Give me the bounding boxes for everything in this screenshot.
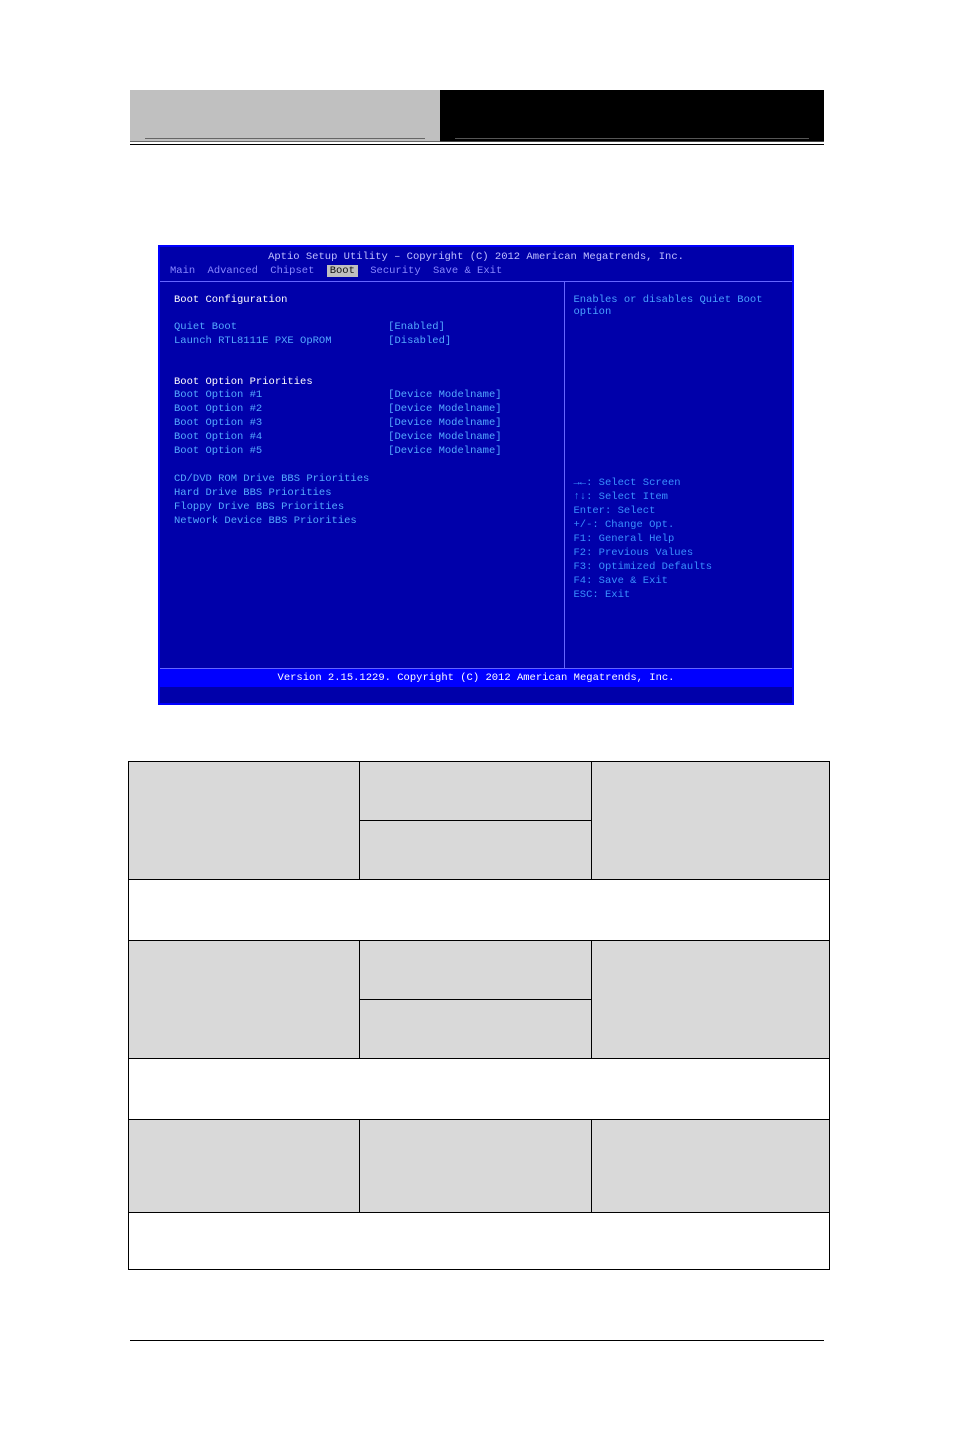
bios-key-line: →←: Select Screen [573, 476, 712, 490]
bios-row-boot-option[interactable]: Boot Option #2 [Device Modelname] [174, 402, 556, 416]
bios-value: [Device Modelname] [388, 402, 501, 416]
bios-screenshot: Aptio Setup Utility – Copyright (C) 2012… [158, 245, 794, 705]
bios-tab-boot[interactable]: Boot [327, 265, 358, 277]
table-cell [592, 762, 829, 834]
options-table [128, 761, 830, 1270]
bios-label: Boot Option #3 [174, 416, 388, 430]
bios-menu-bar: Main Advanced Chipset Boot Security Save… [160, 263, 792, 281]
bios-key-line: F4: Save & Exit [573, 574, 712, 588]
bios-key-line: F2: Previous Values [573, 546, 712, 560]
bios-key-line: F1: General Help [573, 532, 712, 546]
bios-title: Aptio Setup Utility – Copyright (C) 2012… [160, 247, 792, 263]
bios-row-boot-option[interactable]: Boot Option #5 [Device Modelname] [174, 444, 556, 458]
bios-key-line: Enter: Select [573, 504, 712, 518]
bios-label: Network Device BBS Priorities [174, 514, 388, 528]
bios-section-boot-config: Boot Configuration [174, 294, 556, 306]
bios-label: Boot Option #4 [174, 430, 388, 444]
bios-key-line: ESC: Exit [573, 588, 712, 602]
bios-tab-security[interactable]: Security [370, 265, 420, 277]
table-cell [129, 1059, 829, 1119]
table-cell [592, 941, 829, 1013]
bios-value: [Device Modelname] [388, 444, 501, 458]
bios-label: Floppy Drive BBS Priorities [174, 500, 388, 514]
header-right-box [440, 90, 824, 142]
bios-key-line: F3: Optimized Defaults [573, 560, 712, 574]
page-header [130, 90, 824, 145]
bios-value: [Device Modelname] [388, 430, 501, 444]
bios-row-boot-option[interactable]: Boot Option #4 [Device Modelname] [174, 430, 556, 444]
bios-sub-floppy[interactable]: Floppy Drive BBS Priorities [174, 500, 556, 514]
table-cell [129, 941, 359, 1013]
bios-key-legend: →←: Select Screen ↑↓: Select Item Enter:… [573, 476, 712, 602]
bios-sub-cddvd[interactable]: CD/DVD ROM Drive BBS Priorities [174, 472, 556, 486]
bios-help-text: Enables or disables Quiet Boot option [573, 294, 784, 318]
bios-value: [Device Modelname] [388, 416, 501, 430]
bios-section-boot-priorities: Boot Option Priorities [174, 376, 556, 388]
table-cell [360, 1120, 590, 1212]
bios-value: [Enabled] [388, 320, 445, 334]
bios-right-panel: Enables or disables Quiet Boot option →←… [564, 282, 792, 668]
bios-row-pxe-oprom[interactable]: Launch RTL8111E PXE OpROM [Disabled] [174, 334, 556, 348]
bios-sub-network[interactable]: Network Device BBS Priorities [174, 514, 556, 528]
bios-key-line: +/-: Change Opt. [573, 518, 712, 532]
bios-label: Boot Option #1 [174, 388, 388, 402]
bios-value: [Device Modelname] [388, 388, 501, 402]
bios-footer: Version 2.15.1229. Copyright (C) 2012 Am… [160, 668, 792, 687]
table-cell [360, 762, 590, 820]
table-cell [129, 1120, 359, 1212]
bios-row-boot-option[interactable]: Boot Option #1 [Device Modelname] [174, 388, 556, 402]
bios-label: Hard Drive BBS Priorities [174, 486, 388, 500]
bios-label: Boot Option #5 [174, 444, 388, 458]
bios-row-quiet-boot[interactable]: Quiet Boot [Enabled] [174, 320, 556, 334]
bios-label: Quiet Boot [174, 320, 388, 334]
table-cell [129, 880, 829, 940]
table-cell [360, 821, 590, 879]
header-left-box [130, 90, 440, 142]
table-cell [592, 1120, 829, 1212]
bios-row-boot-option[interactable]: Boot Option #3 [Device Modelname] [174, 416, 556, 430]
table-cell [129, 1213, 829, 1269]
bios-label: CD/DVD ROM Drive BBS Priorities [174, 472, 388, 486]
bios-tab-main[interactable]: Main [170, 265, 195, 277]
bios-sub-hdd[interactable]: Hard Drive BBS Priorities [174, 486, 556, 500]
bios-label: Boot Option #2 [174, 402, 388, 416]
table-cell [360, 1000, 590, 1058]
bios-tab-advanced[interactable]: Advanced [208, 265, 258, 277]
bios-tab-save-exit[interactable]: Save & Exit [433, 265, 502, 277]
table-cell [360, 941, 590, 999]
bios-tab-chipset[interactable]: Chipset [270, 265, 314, 277]
bios-label: Launch RTL8111E PXE OpROM [174, 334, 388, 348]
bios-key-line: ↑↓: Select Item [573, 490, 712, 504]
table-cell [129, 762, 359, 834]
bios-left-panel: Boot Configuration Quiet Boot [Enabled] … [160, 282, 564, 668]
bios-value: [Disabled] [388, 334, 451, 348]
